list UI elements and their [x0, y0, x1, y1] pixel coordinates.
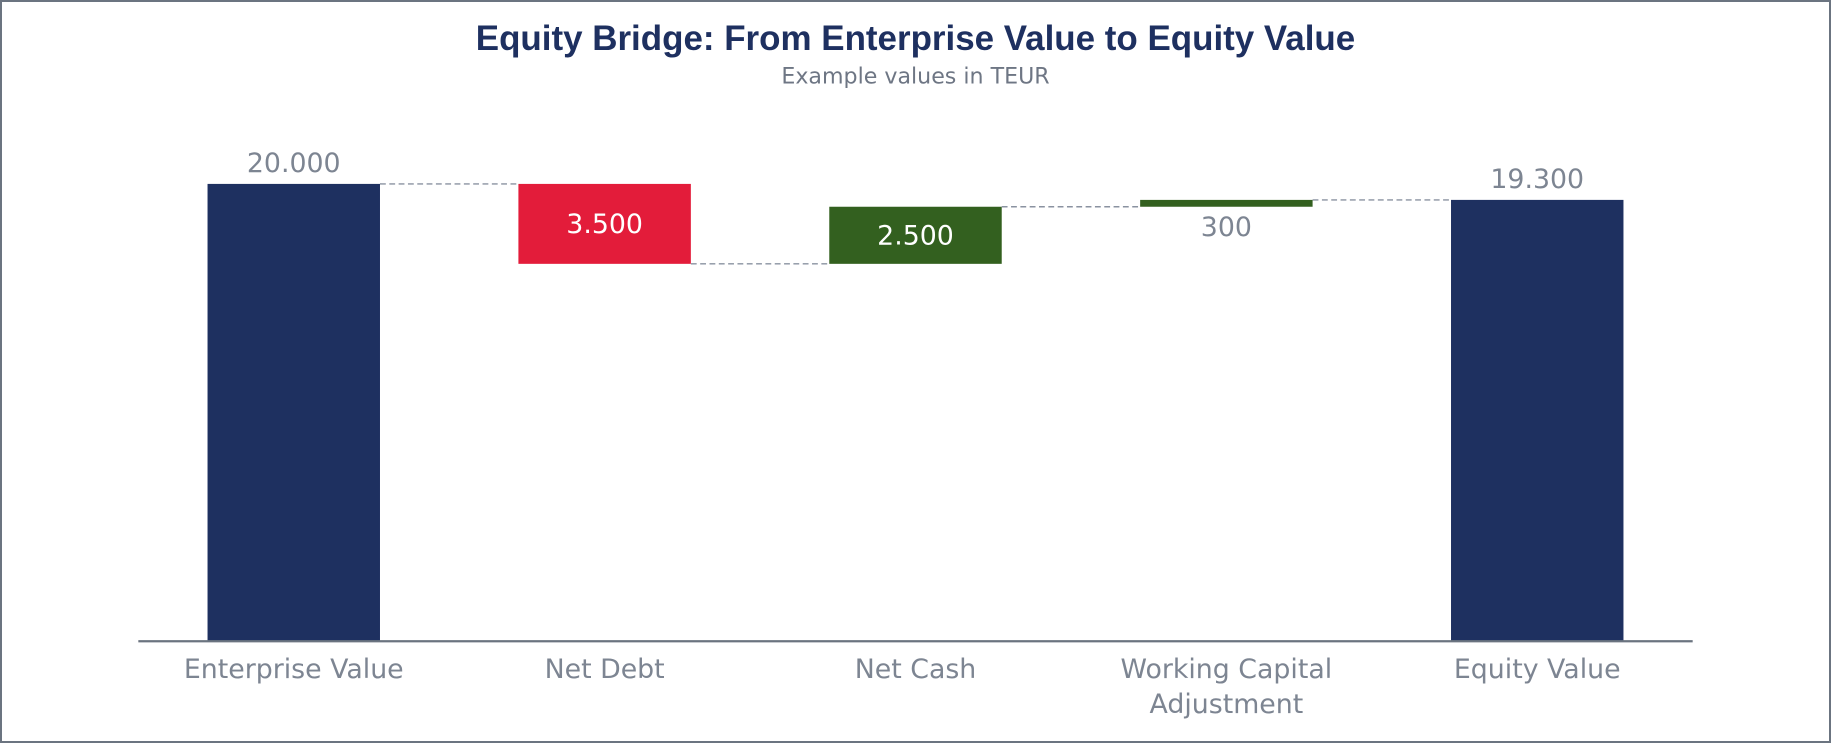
bar-1 — [518, 183, 691, 264]
bar-0 — [207, 183, 380, 641]
category-label: Net Cash — [855, 654, 977, 685]
data-label: 2.500 — [877, 221, 954, 252]
category-label: Equity Value — [1454, 654, 1621, 685]
category-label: Enterprise Value — [184, 654, 404, 685]
data-label: 3.500 — [566, 209, 643, 240]
data-label: 20.000 — [247, 148, 341, 179]
bar-3 — [1140, 199, 1313, 207]
category-label: Working Capital — [1121, 654, 1333, 685]
data-label: 19.300 — [1490, 164, 1584, 195]
category-label: Net Debt — [545, 654, 665, 685]
data-label: 300 — [1201, 212, 1252, 243]
chart-title: Equity Bridge: From Enterprise Value to … — [476, 19, 1355, 58]
chart-subtitle: Example values in TEUR — [781, 64, 1049, 90]
category-label: Adjustment — [1149, 689, 1303, 720]
bar-4 — [1451, 199, 1624, 641]
bar-2 — [829, 206, 1002, 264]
